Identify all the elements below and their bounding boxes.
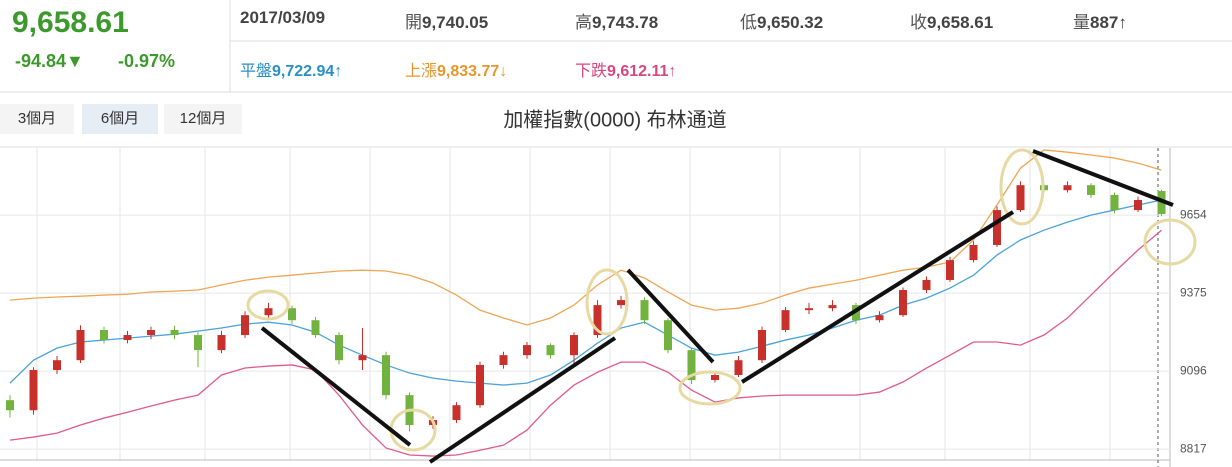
stat-value: 9,740.05 (422, 13, 489, 32)
ref-label: 上漲 (405, 63, 438, 80)
stat-label: 開 (405, 13, 422, 32)
stat-value: 9,658.61 (927, 13, 994, 32)
candle-body (734, 360, 743, 376)
candle-body (1087, 185, 1095, 195)
candle-body (687, 350, 696, 381)
y-tick-label: 9096 (1180, 363, 1207, 377)
candle-body (335, 335, 343, 361)
candle-body (76, 330, 85, 361)
candle-body (382, 355, 390, 396)
stat: 收9,658.61 (910, 8, 993, 33)
candle-body (194, 335, 202, 351)
candle-body (358, 355, 367, 361)
candle-body (969, 245, 978, 261)
candle-body (123, 335, 132, 341)
date: 2017/03/09 (240, 8, 326, 27)
y-tick-label: 8817 (1180, 441, 1207, 455)
candle-body (6, 400, 14, 411)
candle-body (264, 308, 273, 316)
stat: 低9,650.32 (740, 8, 823, 33)
stat-value: 9,743.78 (592, 13, 659, 32)
ref: 下跌9,612.11↑ (575, 57, 676, 81)
price: 9,658.61 (12, 6, 129, 39)
candle-body (640, 300, 649, 321)
candle-body (993, 210, 1001, 246)
candle-body (452, 405, 461, 421)
candle-body (1110, 194, 1119, 211)
candle-body (570, 335, 578, 356)
candle-body (781, 310, 790, 330)
change-pct: -0.97% (118, 51, 176, 71)
stat-label: 低 (740, 13, 757, 32)
ref: 上漲9,833.77↓ (405, 57, 507, 81)
date-grid (36, 148, 1111, 460)
candle-body (499, 355, 508, 365)
y-tick-label: 9654 (1180, 207, 1207, 221)
candle-body (593, 305, 602, 336)
stat-label: 收 (910, 13, 927, 32)
candle-body (217, 335, 226, 351)
candle-body (946, 260, 954, 280)
stat-value: 887↑ (1090, 13, 1127, 32)
candle-body (617, 300, 625, 306)
candle-body (875, 315, 884, 321)
bollinger-band (9, 199, 1162, 386)
candle-body (922, 279, 931, 291)
bollinger-band (9, 149, 1162, 326)
candle-body (53, 360, 61, 370)
ref: 平盤9,722.94↑ (240, 57, 342, 81)
range-button[interactable]: 12個月 (164, 104, 242, 134)
range-button[interactable]: 3個月 (0, 104, 74, 134)
stat: 高9,743.78 (575, 8, 658, 33)
candle-body (711, 375, 719, 381)
candle-body (664, 320, 672, 351)
candle-body (758, 330, 766, 361)
change: -94.84▼ (15, 51, 84, 71)
y-tick-label: 9375 (1180, 285, 1207, 299)
annotation-circles (246, 148, 1197, 452)
range-button[interactable]: 6個月 (82, 104, 158, 134)
plot (0, 149, 1170, 457)
stat-label: 量 (1073, 13, 1090, 32)
ref-value: 9,833.77↓ (437, 63, 508, 80)
ref-value: 9,612.11↑ (607, 63, 677, 80)
candle-body (311, 320, 320, 336)
stat: 量887↑ (1073, 8, 1127, 33)
ref-value: 9,722.94↑ (272, 63, 343, 80)
candle-body (29, 369, 38, 411)
candle-body (1134, 200, 1142, 211)
candle-body (805, 308, 813, 311)
candle-body (100, 330, 108, 341)
candle-body (241, 315, 249, 336)
candle-body (523, 345, 531, 356)
bollinger-band (9, 229, 1162, 457)
chart-title: 加權指數(0000) 布林通道 (503, 108, 726, 131)
stat-label: 高 (575, 13, 592, 32)
candle-body (170, 330, 179, 336)
candle-body (147, 330, 155, 336)
candle-body (899, 290, 907, 316)
candle-body (1016, 185, 1025, 211)
stat: 開9,740.05 (405, 8, 488, 33)
candle-body (828, 305, 837, 309)
annotation-lines (260, 149, 1174, 464)
ref-label: 平盤 (240, 63, 273, 80)
candle-body (1063, 185, 1072, 191)
candle-body (476, 364, 484, 406)
candle-body (546, 345, 555, 356)
candle-body (288, 308, 296, 321)
stat-value: 9,650.32 (757, 13, 824, 32)
ref-label: 下跌 (575, 63, 608, 80)
